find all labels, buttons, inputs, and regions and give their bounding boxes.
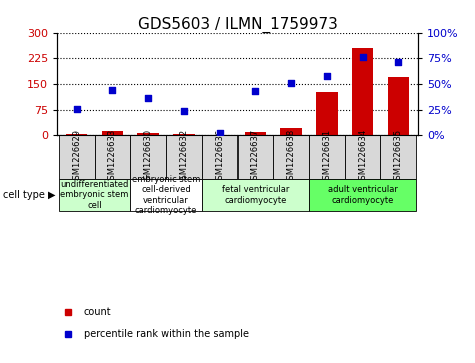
- Text: GSM1226629: GSM1226629: [72, 129, 81, 185]
- Bar: [130, 135, 166, 179]
- Text: GSM1226630: GSM1226630: [143, 129, 152, 185]
- Title: GDS5603 / ILMN_1759973: GDS5603 / ILMN_1759973: [138, 16, 337, 33]
- Point: [287, 80, 295, 86]
- Text: embryonic stem
cell-derived
ventricular
cardiomyocyte: embryonic stem cell-derived ventricular …: [132, 175, 200, 215]
- Bar: [59, 179, 130, 211]
- Bar: [245, 132, 266, 135]
- Bar: [280, 128, 302, 135]
- Bar: [130, 179, 202, 211]
- Point: [323, 73, 331, 79]
- Point: [216, 130, 223, 136]
- Text: GSM1226633: GSM1226633: [108, 129, 117, 185]
- Text: GSM1226632: GSM1226632: [180, 129, 189, 185]
- Bar: [273, 135, 309, 179]
- Bar: [202, 135, 238, 179]
- Text: percentile rank within the sample: percentile rank within the sample: [84, 329, 249, 339]
- Bar: [102, 131, 123, 135]
- Text: GSM1226635: GSM1226635: [394, 129, 403, 185]
- Bar: [345, 135, 380, 179]
- Point: [144, 95, 152, 101]
- Bar: [380, 135, 416, 179]
- Text: GSM1226634: GSM1226634: [358, 129, 367, 185]
- Bar: [66, 134, 87, 135]
- Text: count: count: [84, 307, 112, 317]
- Bar: [238, 135, 273, 179]
- Bar: [166, 135, 202, 179]
- Bar: [202, 179, 309, 211]
- Text: fetal ventricular
cardiomyocyte: fetal ventricular cardiomyocyte: [222, 185, 289, 205]
- Text: GSM1226631: GSM1226631: [323, 129, 332, 185]
- Text: GSM1226636: GSM1226636: [215, 129, 224, 185]
- Point: [359, 54, 366, 60]
- Bar: [309, 135, 345, 179]
- Text: GSM1226638: GSM1226638: [286, 129, 295, 185]
- Point: [109, 87, 116, 93]
- Bar: [352, 48, 373, 135]
- Text: GSM1226637: GSM1226637: [251, 129, 260, 185]
- Bar: [309, 179, 416, 211]
- Point: [180, 108, 188, 114]
- Point: [395, 60, 402, 65]
- Point: [73, 106, 80, 111]
- Bar: [388, 77, 409, 135]
- Bar: [59, 135, 95, 179]
- Bar: [95, 135, 130, 179]
- Text: cell type ▶: cell type ▶: [3, 190, 55, 200]
- Bar: [173, 134, 195, 135]
- Bar: [316, 91, 338, 135]
- Point: [252, 88, 259, 94]
- Text: undifferentiated
embryonic stem
cell: undifferentiated embryonic stem cell: [60, 180, 129, 210]
- Text: adult ventricular
cardiomyocyte: adult ventricular cardiomyocyte: [328, 185, 398, 205]
- Bar: [137, 132, 159, 135]
